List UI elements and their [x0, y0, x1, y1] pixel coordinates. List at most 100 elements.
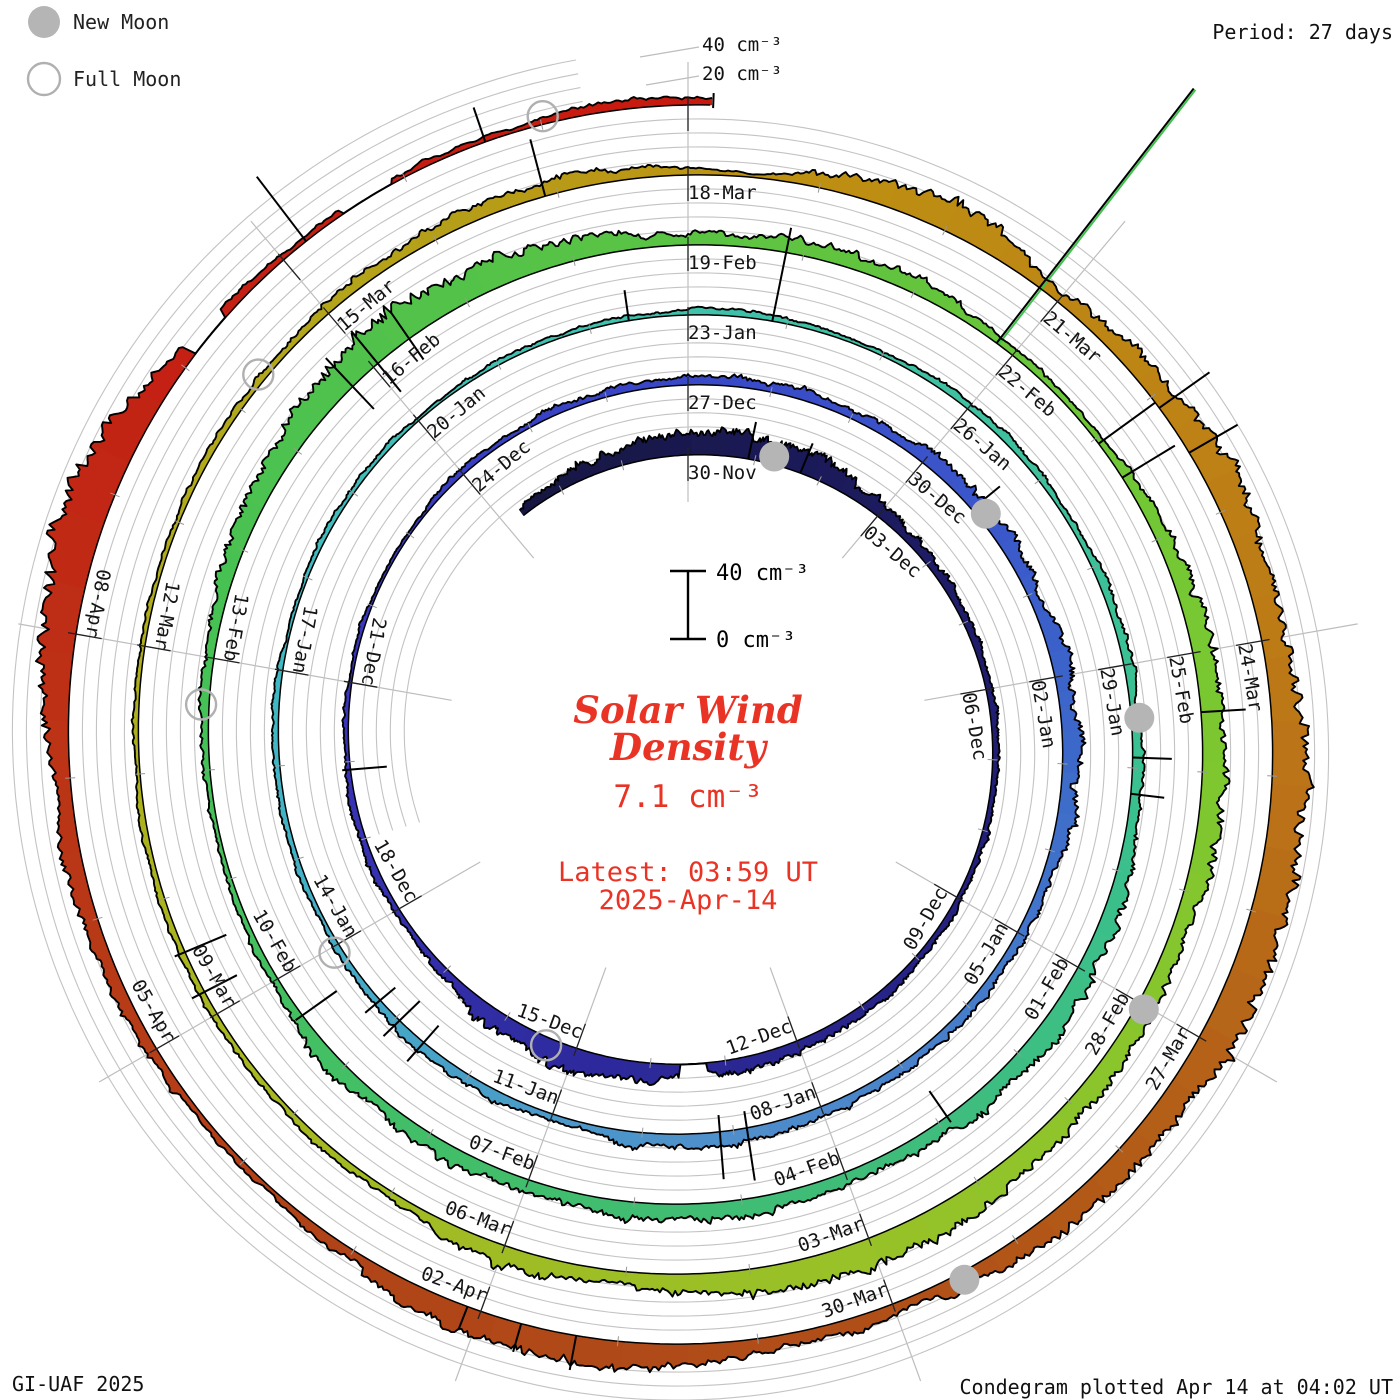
radial-gridline — [841, 220, 1126, 559]
date-tick-minor — [1267, 775, 1278, 777]
date-tick-minor — [1090, 435, 1100, 443]
date-tick-minor — [238, 547, 249, 553]
full-moon-icon — [26, 61, 62, 97]
density-fill — [1198, 762, 1230, 822]
date-tick-minor — [625, 1266, 628, 1277]
density-fill — [528, 103, 597, 129]
scale-leader-40 — [639, 46, 700, 58]
density-fill — [517, 1177, 571, 1206]
date-tick-major — [136, 644, 171, 652]
date-tick-minor — [401, 172, 408, 183]
date-tick-minor — [540, 119, 544, 130]
density-fill — [1066, 518, 1097, 563]
date-tick-minor — [858, 1001, 865, 1011]
date-tick-major — [835, 1147, 849, 1181]
density-edge — [34, 95, 1315, 1374]
date-tick-minor — [344, 760, 355, 763]
date-label: 18-Mar — [688, 182, 757, 204]
date-tick-minor — [392, 1013, 401, 1022]
gridline-30 — [25, 73, 1316, 1387]
date-tick-major — [787, 1016, 801, 1049]
date-tick-minor — [293, 856, 304, 861]
density-fill — [1009, 441, 1047, 483]
scale-bar-top-label: 40 cm⁻³ — [716, 561, 809, 586]
date-tick-minor — [1197, 771, 1208, 773]
date-tick-minor — [92, 916, 103, 921]
date-tick-minor — [1034, 477, 1044, 485]
radial-gridline — [924, 623, 1358, 701]
date-tick-minor — [922, 561, 931, 568]
date-tick-minor — [495, 360, 502, 370]
date-tick-minor — [1179, 888, 1189, 893]
density-fill — [41, 719, 72, 788]
credit: GI-UAF 2025 — [12, 1372, 144, 1396]
chart-title-line1: Solar Wind — [573, 688, 803, 732]
date-tick-major — [322, 307, 346, 334]
density-spike — [389, 310, 425, 361]
density-fill — [315, 1229, 379, 1280]
density-fill — [1036, 611, 1071, 654]
density-fill — [881, 966, 913, 999]
date-tick-minor — [1057, 763, 1068, 765]
density-spike — [747, 421, 757, 460]
date-label: 29-Jan — [1095, 666, 1129, 737]
density-spike — [1188, 423, 1239, 454]
date-ticks — [65, 97, 1278, 1347]
latest-date: 2025-Apr-14 — [599, 885, 778, 916]
date-label: 25-Feb — [1164, 654, 1198, 725]
date-tick-major — [477, 1286, 491, 1320]
date-tick-minor — [588, 324, 592, 335]
density-fill — [499, 339, 544, 364]
date-tick-major — [67, 632, 102, 640]
density-fill — [1039, 477, 1072, 522]
date-tick-major — [950, 402, 974, 430]
date-tick-major — [1029, 675, 1063, 683]
date-tick-major — [1176, 1023, 1207, 1042]
center-scale-bar: 40 cm⁻³ 0 cm⁻³ — [670, 561, 809, 653]
date-tick-minor — [1215, 509, 1226, 515]
date-tick-minor — [303, 575, 313, 581]
date-tick-minor — [732, 1125, 735, 1136]
date-tick-minor — [801, 250, 805, 261]
density-fill — [313, 510, 341, 554]
date-tick-minor — [427, 1128, 434, 1138]
period-note: Period: 27 days — [1212, 20, 1393, 44]
date-tick-major — [883, 1279, 896, 1312]
density-fill — [1089, 558, 1115, 607]
density-fill — [363, 237, 421, 282]
date-tick-minor — [942, 225, 948, 236]
density-fill — [1264, 783, 1314, 853]
legend: New Moon Full Moon — [26, 6, 181, 97]
date-tick-minor — [367, 603, 377, 609]
spiral-baseline — [67, 93, 1274, 1345]
date-tick-major — [149, 1035, 180, 1054]
date-tick-minor — [349, 489, 359, 497]
baseline-spiral — [67, 104, 1274, 1345]
date-tick-major — [209, 1000, 241, 1019]
density-spike — [529, 139, 547, 197]
date-tick-major — [412, 414, 436, 442]
date-tick-minor — [443, 965, 452, 973]
date-tick-major — [573, 1023, 587, 1057]
date-tick-major — [367, 360, 391, 388]
date-tick-minor — [360, 836, 371, 841]
density-spike — [1132, 756, 1172, 760]
density-spike — [406, 1024, 440, 1062]
density-fill — [389, 410, 428, 445]
date-tick-minor — [350, 1245, 357, 1255]
date-tick-minor — [910, 288, 917, 298]
outer-scale: 40 cm⁻³ 20 cm⁻³ — [639, 34, 782, 86]
date-tick-minor — [1146, 393, 1156, 401]
density-fill — [402, 143, 467, 178]
date-tick-minor — [226, 876, 237, 881]
date-tick-minor — [204, 769, 215, 771]
date-label: 24-Mar — [1233, 642, 1267, 713]
density-fill — [373, 560, 394, 596]
date-tick-minor — [785, 318, 789, 330]
date-tick-major — [549, 1089, 563, 1122]
date-tick-minor — [181, 364, 190, 372]
scale-leader-20 — [645, 75, 700, 86]
new-moon-marker — [1124, 702, 1155, 733]
date-tick-minor — [620, 460, 625, 471]
